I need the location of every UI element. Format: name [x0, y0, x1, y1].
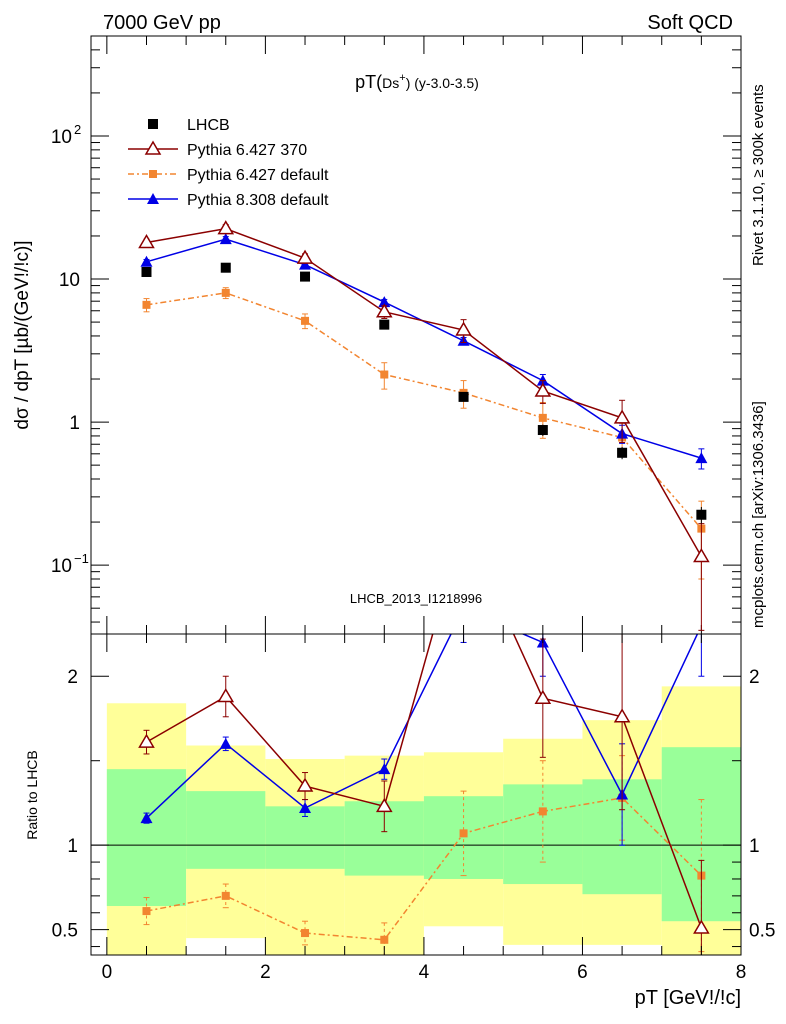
ratio-y-tick-label-right: 2 [749, 667, 760, 688]
py6-370-point [296, 249, 314, 264]
py6-370-point [613, 708, 631, 723]
py8-point [695, 452, 708, 464]
lhcb-point [300, 271, 311, 282]
py6-default-point [221, 288, 230, 297]
ratio-series [138, 634, 710, 955]
lhcb-point [696, 509, 707, 520]
py8-point [140, 812, 153, 824]
series-line [146, 292, 702, 530]
py6-default-point [538, 413, 547, 422]
legend-label: Pythia 6.427 default [187, 167, 329, 184]
ratio-panel: 0 2 4 6 80.5 0.51 12 2 Ratio to LHCB pT [GeV!/!… [24, 633, 775, 1009]
lhcb-point [617, 447, 628, 458]
py6-default-point [301, 316, 310, 325]
py6-370-point [534, 382, 552, 397]
py6-370-point [693, 919, 710, 934]
py8-point [219, 737, 232, 749]
py8-point [147, 193, 159, 204]
py6-370-point [534, 689, 552, 704]
lhcb-point [537, 425, 548, 436]
py8-point [299, 802, 312, 814]
ratio-axes: 0 2 4 6 80.5 0.51 12 2 [52, 634, 775, 983]
py6-370-point [613, 409, 631, 424]
py6-370-point [693, 547, 710, 563]
py6-370-point [217, 688, 235, 703]
ratio-y-tick-label: 0.5 [52, 921, 78, 942]
series-lhcb [141, 262, 707, 524]
py6-default-point [149, 170, 157, 178]
y-tick-label-exp: −1 [74, 551, 89, 566]
x-tick-label: 0 [102, 962, 113, 983]
y-tick-label: 10 [51, 127, 72, 148]
x-tick-label: 4 [419, 962, 430, 983]
y-tick-label: 10 [51, 556, 72, 577]
py8-point [378, 763, 391, 775]
y-tick-label-exp: 2 [74, 122, 81, 137]
py6-370-point [217, 220, 235, 235]
band-inner [186, 791, 266, 869]
legend: LHCB Pythia 6.427 370 Pythia 6.427 default… [128, 117, 329, 209]
py8-point [219, 233, 232, 245]
py6-default-point [301, 929, 310, 938]
py6-default-point [380, 935, 389, 944]
ratio-line [146, 634, 703, 929]
x-tick-label: 6 [577, 962, 588, 983]
lhcb-point [141, 266, 152, 277]
x-tick-label: 2 [260, 962, 271, 983]
rivet-label: Rivet 3.1.10, ≥ 300k events [750, 84, 767, 266]
py6-default-point [459, 829, 468, 838]
ratio-bands [91, 686, 741, 955]
py8-point [140, 255, 153, 267]
main-series [138, 220, 710, 631]
ratio-xlabel: pT [GeV!/!c] [635, 987, 741, 1009]
legend-label: LHCB [187, 117, 230, 134]
py6-370-point [455, 321, 472, 336]
y-tick-label: 10 [59, 270, 80, 291]
lhcb-point [148, 119, 158, 129]
py6-default-point [380, 370, 389, 379]
plot-title: pT(Ds+) (y-3.0-3.5) [355, 72, 479, 92]
ratio-series-pythia-6-427-default [142, 755, 706, 955]
ratio-ylabel: Ratio to LHCB [24, 750, 40, 839]
legend-label: Pythia 6.427 370 [187, 142, 307, 159]
header-left: 7000 GeV pp [103, 12, 221, 34]
py8-point [299, 258, 312, 270]
py6-370-point [144, 140, 162, 155]
py8-point [378, 296, 391, 308]
py6-default-point [221, 891, 230, 900]
lhcb-point [458, 391, 469, 402]
py6-370-point [375, 303, 393, 318]
watermark: LHCB_2013_I1218996 [350, 591, 482, 606]
py6-370-point [296, 777, 314, 792]
ratio-frame [90, 633, 742, 956]
py6-370-point [138, 234, 155, 249]
ratio-y-tick-label: 2 [67, 667, 78, 688]
main-panel: pT(Ds+) (y-3.0-3.5) dσ / dpT [µb/(GeV!/!… [12, 35, 742, 635]
ratio-y-tick-label-right: 1 [749, 836, 760, 857]
band-inner [423, 796, 504, 879]
ratio-y-tick-label: 1 [67, 836, 78, 857]
lhcb-point [220, 262, 231, 273]
legend-label: Pythia 8.308 default [187, 192, 329, 209]
series-line [146, 227, 703, 557]
py6-default-point [142, 907, 151, 916]
ratio-line [145, 634, 699, 819]
x-tick-label: 8 [736, 962, 747, 983]
py6-default-point [142, 300, 151, 309]
y-tick-label: 1 [69, 413, 80, 434]
ratio-series-pythia-6-427-370 [138, 634, 710, 955]
lhcb-point [379, 319, 390, 330]
band-inner [106, 769, 187, 907]
py6-370-point [375, 797, 393, 813]
header-right: Soft QCD [647, 12, 733, 34]
main-ylabel: dσ / dpT [µb/(GeV!/!c)] [12, 240, 33, 429]
py6-370-point [138, 733, 155, 748]
source-label: mcplots.cern.ch [arXiv:1306.3436] [750, 401, 767, 628]
ratio-y-tick-label-right: 0.5 [749, 921, 775, 942]
py6-default-point [538, 807, 547, 816]
series-pythia-6-427-370 [138, 220, 710, 631]
